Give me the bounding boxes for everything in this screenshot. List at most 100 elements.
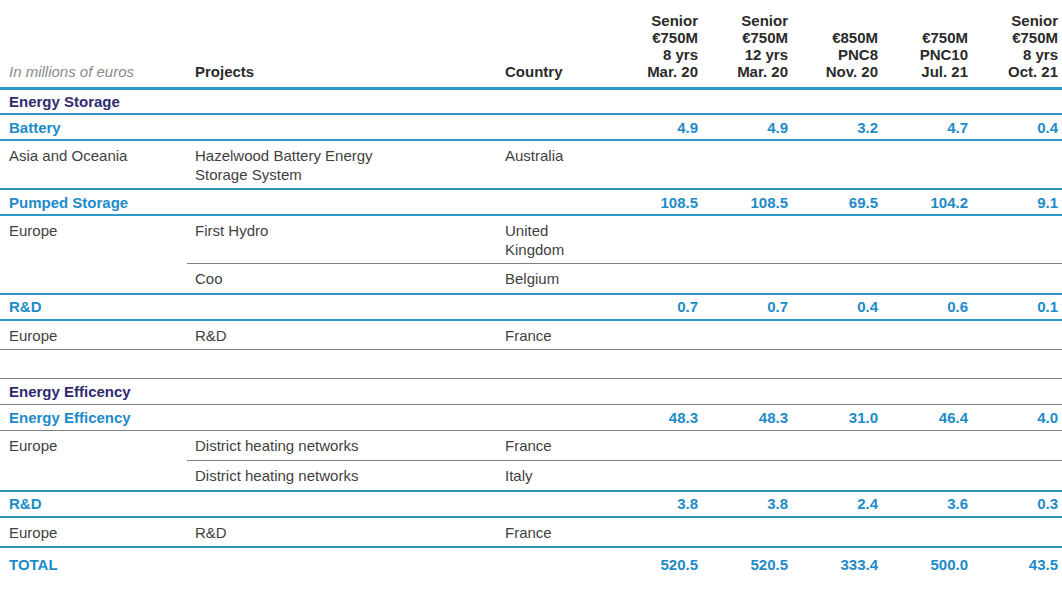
subtotal-value: 108.5 bbox=[608, 189, 698, 215]
project-cell-text: First Hydro bbox=[195, 221, 268, 240]
value-cell bbox=[968, 431, 1062, 461]
project-cell: R&D bbox=[187, 320, 497, 350]
country-cell: Australia bbox=[497, 140, 608, 189]
subtotal-value: 69.5 bbox=[788, 189, 878, 215]
project-cell-text: District heating networks bbox=[195, 436, 358, 455]
subtotal-value: 0.4 bbox=[968, 114, 1062, 140]
value-cell bbox=[968, 517, 1062, 547]
project-cell: R&D bbox=[187, 517, 497, 547]
project-cell-text: R&D bbox=[195, 523, 227, 542]
region-cell: Asia and Oceania bbox=[0, 140, 187, 189]
value-cell bbox=[608, 431, 698, 461]
subtotal-value: 3.6 bbox=[878, 491, 968, 517]
value-cell bbox=[878, 140, 968, 189]
value-cell bbox=[608, 320, 698, 350]
spacer-cell bbox=[0, 350, 1062, 379]
column-header-tranche-1: Senior €750M 8 yrs Mar. 20 bbox=[608, 0, 698, 88]
country-cell: Italy bbox=[497, 461, 608, 491]
value-cell bbox=[608, 140, 698, 189]
country-cell-text: Italy bbox=[505, 466, 533, 485]
spacer-row bbox=[0, 350, 1062, 379]
project-cell-text: District heating networks bbox=[195, 466, 358, 485]
value-cell bbox=[788, 264, 878, 294]
country-cell-text: France bbox=[505, 523, 552, 542]
subtotal-value: 0.7 bbox=[698, 294, 788, 320]
section-label: Energy Storage bbox=[0, 88, 1062, 114]
country-cell-text: France bbox=[505, 326, 552, 345]
column-header-country: Country bbox=[497, 0, 608, 88]
total-value: 520.5 bbox=[608, 547, 698, 584]
subtotal-row: Energy Efficency48.348.331.046.44.0 bbox=[0, 405, 1062, 431]
value-cell bbox=[788, 215, 878, 264]
subtotal-value: 3.2 bbox=[788, 114, 878, 140]
section-row: Energy Efficency bbox=[0, 379, 1062, 405]
column-header-projects: Projects bbox=[187, 0, 497, 88]
region-cell-text: Europe bbox=[9, 221, 57, 240]
region-cell-text: Europe bbox=[9, 436, 57, 455]
detail-row: Europe First Hydro United Kingdom bbox=[0, 215, 1062, 264]
section-row: Energy Storage bbox=[0, 88, 1062, 114]
subtotal-value: 0.3 bbox=[968, 491, 1062, 517]
project-cell: District heating networks bbox=[187, 431, 497, 461]
header-row: In millions of euros Projects Country Se… bbox=[0, 0, 1062, 88]
project-cell-text: Hazelwood Battery Energy Storage System bbox=[195, 146, 427, 184]
section-label: Energy Efficency bbox=[0, 379, 1062, 405]
value-cell bbox=[788, 461, 878, 491]
value-cell bbox=[788, 431, 878, 461]
allocation-table: In millions of euros Projects Country Se… bbox=[0, 0, 1062, 584]
value-cell bbox=[968, 461, 1062, 491]
value-cell bbox=[968, 140, 1062, 189]
total-value: 520.5 bbox=[698, 547, 788, 584]
value-cell bbox=[878, 320, 968, 350]
value-cell bbox=[788, 140, 878, 189]
subtotal-row: R&D0.70.70.40.60.1 bbox=[0, 294, 1062, 320]
subtotal-row: R&D3.83.82.43.60.3 bbox=[0, 491, 1062, 517]
subtotal-value: 0.7 bbox=[608, 294, 698, 320]
value-cell bbox=[788, 517, 878, 547]
project-cell: District heating networks bbox=[187, 461, 497, 491]
value-cell bbox=[878, 264, 968, 294]
value-cell bbox=[878, 517, 968, 547]
subtotal-value: 31.0 bbox=[788, 405, 878, 431]
subtotal-label: Energy Efficency bbox=[0, 405, 608, 431]
region-cell-text: Europe bbox=[9, 326, 57, 345]
value-cell bbox=[788, 320, 878, 350]
subtotal-value: 48.3 bbox=[698, 405, 788, 431]
region-cell: Europe bbox=[0, 320, 187, 350]
subtotal-value: 4.7 bbox=[878, 114, 968, 140]
value-cell bbox=[698, 461, 788, 491]
value-cell bbox=[698, 517, 788, 547]
region-cell: Europe bbox=[0, 517, 187, 547]
table-body: Energy StorageBattery4.94.93.24.70.4Asia… bbox=[0, 88, 1062, 584]
subtotal-value: 4.9 bbox=[608, 114, 698, 140]
project-cell: Hazelwood Battery Energy Storage System bbox=[187, 140, 497, 189]
value-cell bbox=[968, 264, 1062, 294]
subtotal-label: R&D bbox=[0, 294, 608, 320]
value-cell bbox=[968, 215, 1062, 264]
total-label: TOTAL bbox=[0, 547, 608, 584]
subtotal-value: 104.2 bbox=[878, 189, 968, 215]
subtotal-label: Battery bbox=[0, 114, 608, 140]
region-cell-text: Asia and Oceania bbox=[9, 146, 127, 165]
subtotal-value: 48.3 bbox=[608, 405, 698, 431]
country-cell: United Kingdom bbox=[497, 215, 608, 264]
country-cell-text: Australia bbox=[505, 146, 563, 165]
country-cell: France bbox=[497, 320, 608, 350]
subtotal-value: 2.4 bbox=[788, 491, 878, 517]
value-cell bbox=[968, 320, 1062, 350]
subtotal-value: 9.1 bbox=[968, 189, 1062, 215]
column-header-tranche-5: Senior €750M 8 yrs Oct. 21 bbox=[968, 0, 1062, 88]
table-header: In millions of euros Projects Country Se… bbox=[0, 0, 1062, 88]
country-cell: Belgium bbox=[497, 264, 608, 294]
value-cell bbox=[878, 215, 968, 264]
region-cell: Europe bbox=[0, 215, 187, 264]
column-header-tranche-3: €850M PNC8 Nov. 20 bbox=[788, 0, 878, 88]
detail-row: Asia and Oceania Hazelwood Battery Energy… bbox=[0, 140, 1062, 189]
country-cell: France bbox=[497, 517, 608, 547]
column-header-tranche-4: €750M PNC10 Jul. 21 bbox=[878, 0, 968, 88]
value-cell bbox=[608, 461, 698, 491]
project-cell: Coo bbox=[187, 264, 497, 294]
value-cell bbox=[698, 320, 788, 350]
country-cell: France bbox=[497, 431, 608, 461]
value-cell bbox=[608, 517, 698, 547]
